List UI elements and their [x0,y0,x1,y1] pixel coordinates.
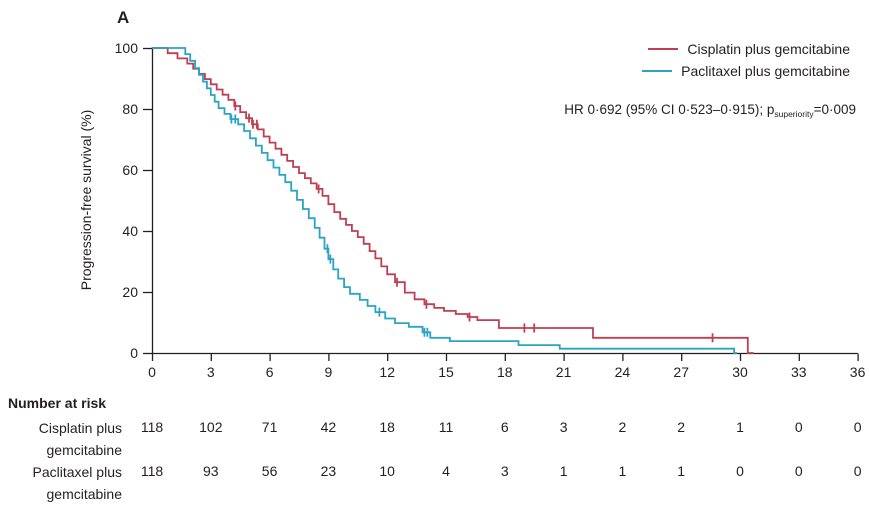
y-axis-title: Progression-free survival (%) [78,109,94,291]
panel-label: A [117,8,130,27]
y-tick-label: 80 [122,101,138,117]
risk-value: 118 [140,419,164,435]
risk-value: 0 [853,419,862,435]
x-tick-label: 15 [438,364,454,380]
risk-value: 18 [379,419,395,435]
survival-curve-paclitaxel [152,47,738,354]
hr-annotation-subscript: superiority [774,109,814,119]
risk-table-header: Number at risk [8,395,107,411]
risk-value: 4 [442,463,450,479]
risk-value: 1 [618,463,627,479]
x-tick-label: 33 [791,364,807,380]
y-tick-label: 60 [122,162,138,178]
risk-row-label-line: gemcitabine [46,486,123,502]
x-tick-label: 18 [497,364,513,380]
x-tick-label: 12 [379,364,395,380]
risk-value: 118 [140,463,164,479]
legend-label-cisplatin: Cisplatin plus gemcitabine [687,41,850,57]
legend-line-swatch-paclitaxel [642,69,673,73]
risk-value: 0 [794,419,803,435]
risk-value: 0 [736,463,744,479]
risk-row-label-line: Paclitaxel plus [32,464,123,480]
hr-annotation: HR 0·692 (95% CI 0·523–0·915); psuperior… [564,102,856,119]
risk-value: 10 [379,463,395,479]
hr-annotation-suffix: =0·009 [813,102,856,117]
x-tick-label: 21 [556,364,572,380]
x-tick-label: 0 [148,364,156,380]
x-tick-label: 30 [732,364,748,380]
risk-row-label-line: gemcitabine [46,442,123,458]
survival-curve-cisplatin [152,47,754,354]
risk-row-label-paclitaxel: Paclitaxel plus gemcitabine [0,461,123,505]
risk-value: 2 [677,419,686,435]
risk-value: 71 [261,419,278,435]
risk-value: 42 [320,419,337,435]
legend-line-swatch-cisplatin [648,47,679,51]
risk-value: 1 [559,463,568,479]
risk-value: 93 [203,463,219,479]
y-tick-label: 20 [122,284,138,300]
risk-row-values-paclitaxel: 118 93 56 23 10 4 3 1 1 1 0 0 0 [0,463,870,483]
risk-value: 0 [853,463,862,479]
risk-value: 6 [500,419,509,435]
y-tick-label: 100 [115,40,139,56]
risk-value: 0 [794,463,803,479]
x-tick-label: 9 [325,364,333,380]
risk-value: 11 [438,419,454,435]
risk-value: 1 [677,463,686,479]
risk-value: 102 [199,419,223,435]
x-tick-label: 24 [615,364,631,380]
y-tick-label: 40 [122,223,138,239]
risk-value: 2 [618,419,627,435]
legend: Cisplatin plus gemcitabine Paclitaxel pl… [642,39,850,81]
risk-row-values-cisplatin: 118 102 71 42 18 11 6 3 2 2 1 0 0 [0,419,870,439]
risk-value: 23 [320,463,337,479]
x-tick-label: 27 [673,364,689,380]
x-tick-label: 6 [266,364,274,380]
y-tick-label: 0 [130,345,138,361]
risk-value: 3 [559,419,568,435]
x-tick-label: 3 [207,364,215,380]
risk-row-label-line: Cisplatin plus [38,420,122,436]
legend-label-paclitaxel: Paclitaxel plus gemcitabine [681,63,850,79]
hr-annotation-prefix: HR 0·692 (95% CI 0·523–0·915); p [564,102,775,117]
risk-value: 3 [500,463,509,479]
risk-value: 56 [261,463,278,479]
legend-item-paclitaxel: Paclitaxel plus gemcitabine [642,61,850,81]
legend-item-cisplatin: Cisplatin plus gemcitabine [642,39,850,59]
x-tick-label: 36 [850,364,866,380]
risk-row-label-cisplatin: Cisplatin plus gemcitabine [0,417,122,461]
risk-value: 1 [736,419,744,435]
